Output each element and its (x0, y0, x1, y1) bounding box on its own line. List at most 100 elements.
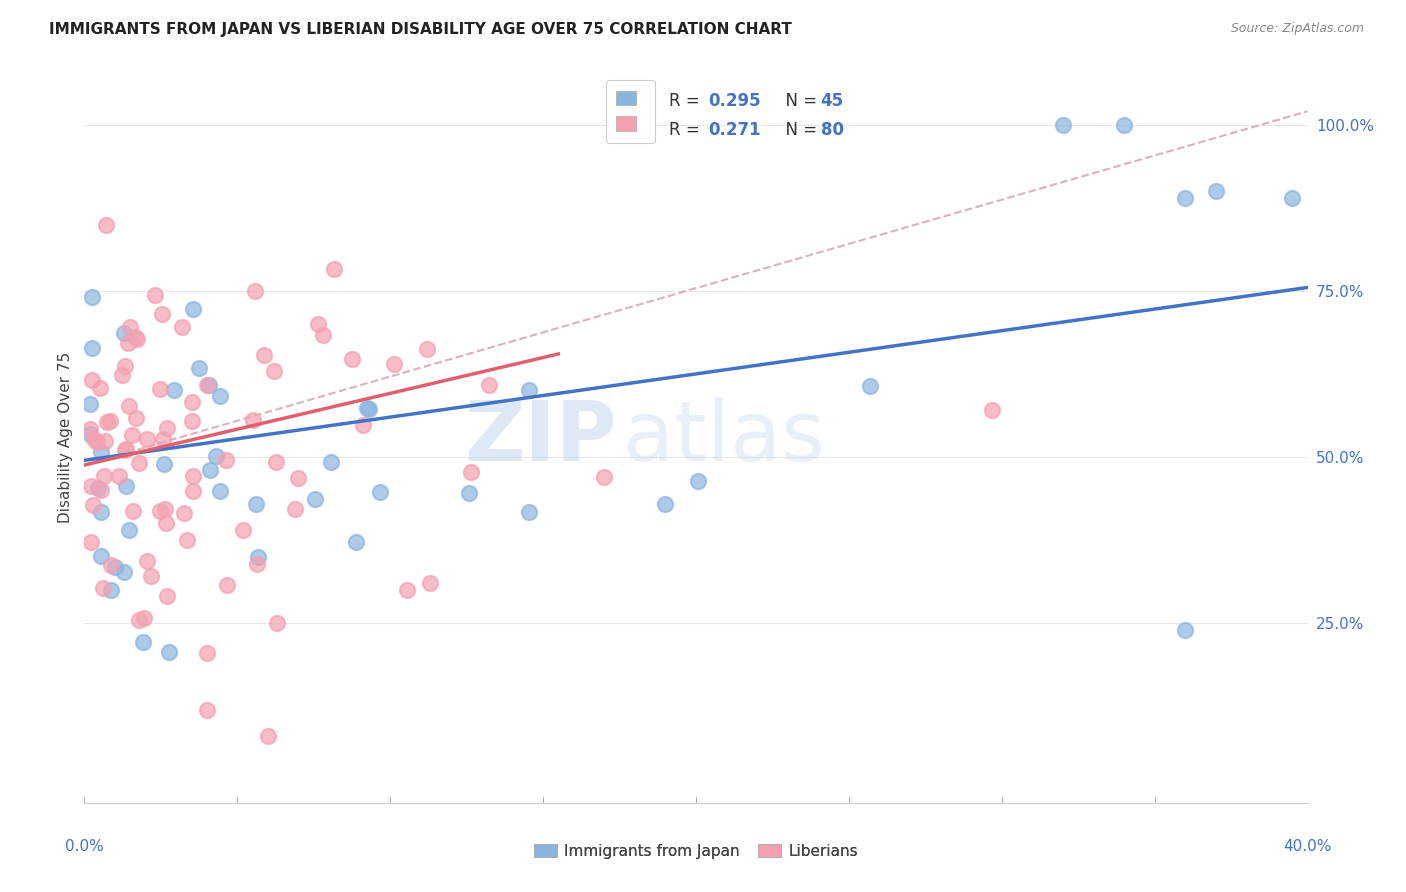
Point (180, 395, 202, 409)
Point (859, 379, 882, 393)
Point (82, 290, 104, 304)
Point (153, 457, 176, 471)
Point (266, 616, 288, 631)
Text: atlas: atlas (623, 397, 824, 477)
Point (90, 505, 112, 519)
Point (118, 399, 141, 413)
Text: ZIP: ZIP (464, 397, 616, 477)
Point (1205, 184, 1227, 198)
Point (287, 471, 309, 485)
Point (131, 634, 153, 648)
Text: N =: N = (776, 121, 823, 139)
Point (134, 611, 156, 625)
Point (382, 357, 405, 371)
Point (460, 465, 482, 479)
Legend: Immigrants from Japan, Liberians: Immigrants from Japan, Liberians (527, 838, 865, 864)
Point (90, 483, 112, 497)
Point (80, 534, 103, 549)
Point (162, 383, 184, 397)
Point (149, 504, 172, 518)
Point (82, 373, 104, 387)
Point (135, 433, 157, 447)
Point (1174, 623, 1197, 637)
Point (136, 554, 159, 568)
Point (1114, 118, 1136, 132)
Point (204, 449, 226, 463)
Y-axis label: Disability Age Over 75: Disability Age Over 75 (58, 351, 73, 523)
Point (94, 434, 117, 448)
Text: 45: 45 (821, 92, 844, 110)
Point (79, 397, 101, 411)
Point (79, 427, 101, 442)
Point (181, 301, 204, 316)
Point (156, 421, 179, 435)
Text: 40.0%: 40.0% (1284, 839, 1331, 855)
Point (208, 484, 231, 499)
Point (93, 469, 115, 483)
Point (253, 348, 276, 362)
Point (124, 329, 146, 343)
Point (128, 456, 150, 470)
Point (117, 336, 139, 351)
Point (215, 578, 238, 592)
Point (104, 560, 127, 574)
Text: 0.271: 0.271 (709, 121, 761, 139)
Text: Source: ZipAtlas.com: Source: ZipAtlas.com (1230, 22, 1364, 36)
Text: 0.0%: 0.0% (65, 839, 104, 855)
Point (517, 505, 540, 519)
Point (257, 729, 280, 743)
Point (127, 332, 149, 346)
Point (121, 427, 143, 442)
Point (80, 479, 103, 493)
Point (478, 378, 501, 392)
Point (1052, 118, 1074, 132)
Point (94, 218, 117, 232)
Point (686, 474, 709, 488)
Point (1174, 191, 1197, 205)
Point (209, 389, 232, 403)
Point (322, 261, 344, 276)
Point (247, 550, 270, 565)
Point (100, 583, 122, 598)
Text: N =: N = (776, 92, 823, 110)
Point (143, 288, 166, 302)
Point (121, 504, 143, 518)
Point (82, 499, 104, 513)
Point (153, 502, 176, 516)
Point (352, 417, 374, 432)
Point (242, 413, 264, 427)
Text: R =: R = (669, 92, 704, 110)
Point (980, 402, 1002, 417)
Point (321, 454, 343, 468)
Point (198, 462, 221, 476)
Point (198, 377, 221, 392)
Point (176, 533, 198, 547)
Point (592, 469, 614, 483)
Point (141, 569, 163, 583)
Point (370, 484, 392, 499)
Point (243, 284, 266, 298)
Point (150, 307, 173, 321)
Point (181, 483, 204, 498)
Text: R =: R = (669, 121, 704, 139)
Point (118, 320, 141, 334)
Point (98, 414, 121, 428)
Point (100, 558, 122, 573)
Point (458, 485, 481, 500)
Point (155, 516, 177, 530)
Point (245, 496, 267, 510)
Point (654, 497, 676, 511)
Point (311, 327, 333, 342)
Point (396, 582, 419, 597)
Point (195, 703, 218, 717)
Point (304, 492, 326, 507)
Point (188, 360, 211, 375)
Point (111, 368, 134, 383)
Point (89, 381, 111, 395)
Point (112, 326, 135, 341)
Point (115, 442, 138, 457)
Text: 80: 80 (821, 121, 844, 139)
Point (80, 341, 103, 355)
Point (90, 445, 112, 459)
Point (359, 401, 381, 416)
